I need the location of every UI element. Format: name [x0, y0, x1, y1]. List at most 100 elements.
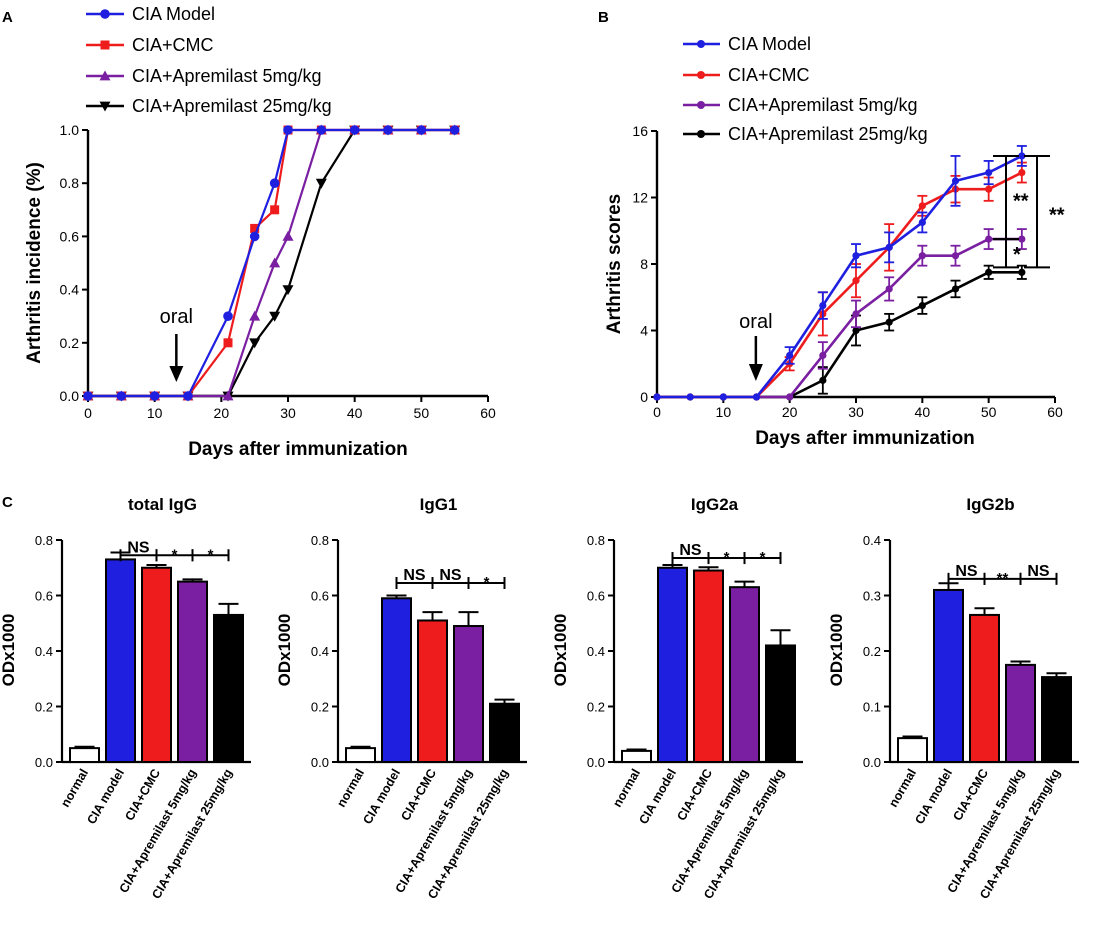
- data-point-cia-apremilast-5mg-kg: [951, 252, 960, 260]
- legend-marker-cia-apremilast-5mg-kg: [697, 101, 705, 109]
- bar-cia-apremilast-5mg-kg: [453, 625, 484, 764]
- bar-cia-apremilast-5mg-kg: [177, 580, 208, 763]
- legend-marker-cia-apremilast-25mg-kg: [99, 101, 111, 112]
- data-point-cia-apremilast-5mg-kg: [249, 310, 261, 321]
- data-point-cia-apremilast-25mg-kg: [918, 301, 926, 310]
- series-line-cia-apremilast-25mg-kg: [88, 128, 455, 398]
- x-tick-label: 30: [848, 404, 864, 420]
- y-axis-label: ODx1000: [275, 614, 294, 687]
- y-tick-label: 0.4: [311, 644, 329, 659]
- y-tick-label: 0.4: [587, 644, 605, 659]
- legend-label-cia-cmc: CIA+CMC: [132, 35, 214, 55]
- category-label-cia-model: CIA model: [912, 767, 955, 827]
- significance-label: *: [724, 549, 730, 566]
- y-tick-label: 0.2: [863, 644, 881, 659]
- legend-marker-cia-cmc: [100, 40, 110, 50]
- data-point-cia-apremilast-25mg-kg: [282, 285, 294, 296]
- data-point-cia-cmc: [918, 202, 926, 210]
- data-point-cia-apremilast-5mg-kg: [1018, 235, 1026, 243]
- significance-label: *: [1013, 244, 1021, 266]
- data-point-cia-model: [316, 125, 327, 135]
- y-axis-label: ODx1000: [0, 614, 18, 687]
- x-tick-label: 60: [1047, 404, 1063, 420]
- legend-marker-cia-model: [697, 40, 705, 48]
- bar-cia-model: [657, 566, 688, 763]
- y-tick-label: 0.2: [35, 700, 53, 715]
- category-label-cia-cmc: CIA+CMC: [950, 767, 991, 824]
- data-point-cia-model: [416, 125, 427, 135]
- bar-normal: [69, 747, 100, 763]
- y-tick-label: 0.6: [311, 589, 329, 604]
- y-tick-label: 0.2: [311, 700, 329, 715]
- series-line-cia-apremilast-5mg-kg: [88, 128, 455, 398]
- data-point-cia-model: [719, 393, 727, 401]
- data-point-cia-cmc: [250, 223, 260, 233]
- category-label-cia-model: CIA model: [360, 767, 403, 827]
- data-point-cia-model: [349, 125, 360, 135]
- data-point-cia-model: [383, 125, 393, 135]
- data-point-cia-model: [269, 178, 280, 188]
- x-tick-label: 30: [280, 405, 296, 421]
- legend-label-cia-apremilast-25mg-kg: CIA+Apremilast 25mg/kg: [728, 124, 928, 144]
- y-axis-label: Arthritis scores: [604, 194, 625, 334]
- annotation-arrow-head: [748, 364, 763, 381]
- data-point-cia-apremilast-5mg-kg: [786, 393, 794, 401]
- y-tick-label: 0.0: [35, 755, 53, 770]
- data-point-cia-model: [653, 393, 661, 401]
- data-point-cia-cmc: [852, 277, 860, 285]
- data-point-cia-model: [918, 218, 926, 227]
- category-label-cia-cmc: CIA+CMC: [398, 767, 439, 824]
- significance-label: *: [208, 546, 214, 563]
- legend-label-cia-cmc: CIA+CMC: [728, 65, 810, 85]
- y-axis-label: ODx1000: [551, 614, 570, 687]
- y-tick-label: 0.8: [587, 533, 605, 548]
- x-tick-label: 20: [782, 404, 798, 420]
- data-point-cia-apremilast-25mg-kg: [269, 311, 281, 322]
- y-tick-label: 0.6: [587, 589, 605, 604]
- x-tick-label: 40: [915, 404, 931, 420]
- legend-label-cia-apremilast-5mg-kg: CIA+Apremilast 5mg/kg: [132, 66, 322, 86]
- category-label-normal: normal: [334, 767, 367, 810]
- significance-label: **: [1013, 191, 1029, 213]
- category-label-normal: normal: [610, 767, 643, 810]
- y-tick-label: 0.0: [863, 755, 881, 770]
- x-tick-label: 50: [981, 404, 997, 420]
- annotation-oral: oral: [160, 306, 193, 328]
- x-axis-label: Days after immunization: [188, 439, 408, 460]
- significance-label: NS: [679, 542, 702, 559]
- y-axis-label: Arthritis incidence (%): [24, 162, 45, 364]
- chart-title: IgG2b: [966, 495, 1014, 514]
- y-tick-label: 0.2: [60, 335, 80, 351]
- x-tick-label: 0: [653, 404, 661, 420]
- data-point-cia-apremilast-25mg-kg: [315, 178, 327, 189]
- y-tick-label: 1.0: [60, 122, 80, 138]
- data-point-cia-model: [852, 252, 860, 260]
- data-point-cia-model: [1018, 152, 1026, 160]
- series-line-cia-cmc: [657, 171, 1023, 399]
- x-tick-label: 20: [214, 405, 230, 421]
- significance-label: NS: [955, 563, 978, 580]
- data-point-cia-model: [885, 243, 893, 251]
- bar-cia-cmc: [969, 613, 1000, 763]
- bar-cia-apremilast-5mg-kg: [729, 586, 760, 763]
- significance-label: **: [1049, 205, 1065, 227]
- scores-chart: 0 10 20 30 40 50 60 0 4 8 12 16 Days after immunizat…: [604, 34, 1065, 449]
- x-axis-label: Days after immunization: [755, 428, 975, 449]
- category-label-cia-cmc: CIA+CMC: [674, 767, 715, 824]
- data-point-cia-apremilast-25mg-kg: [819, 376, 827, 384]
- data-point-cia-apremilast-5mg-kg: [222, 390, 234, 401]
- data-point-cia-model: [283, 125, 293, 135]
- x-tick-label: 60: [480, 405, 496, 421]
- data-point-cia-model: [819, 301, 827, 310]
- significance-label: NS: [439, 567, 462, 584]
- y-tick-label: 0.2: [587, 700, 605, 715]
- data-point-cia-model: [183, 391, 193, 401]
- data-point-cia-apremilast-5mg-kg: [985, 235, 993, 243]
- category-label-normal: normal: [886, 767, 919, 810]
- data-point-cia-apremilast-25mg-kg: [852, 326, 860, 335]
- data-point-cia-model: [786, 351, 794, 360]
- significance-label: *: [760, 549, 766, 566]
- y-tick-label: 4: [640, 323, 648, 339]
